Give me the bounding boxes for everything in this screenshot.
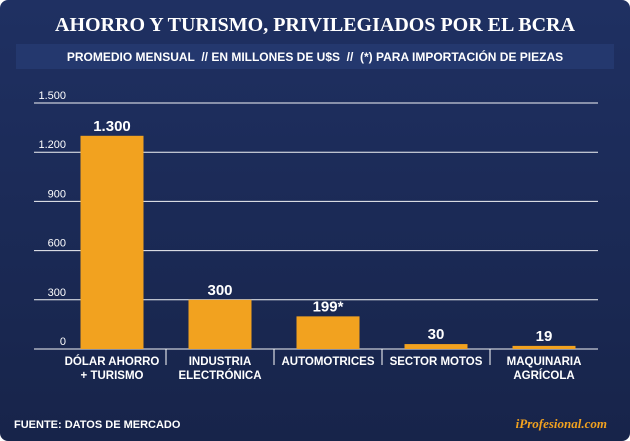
bar bbox=[404, 344, 468, 349]
y-tick-label: 900 bbox=[48, 188, 66, 200]
y-tick-label: 1.500 bbox=[38, 90, 66, 102]
y-tick-label: 0 bbox=[60, 336, 66, 348]
brand-logo: iProfesional.com bbox=[516, 416, 607, 431]
y-tick-label: 600 bbox=[48, 238, 66, 250]
y-tick-label: 1.200 bbox=[38, 139, 66, 151]
category-label: DÓLAR AHORRO bbox=[65, 355, 160, 368]
chart-subtitle: PROMEDIO MENSUAL // EN MILLONES DE U$S /… bbox=[67, 49, 563, 64]
category-label: AUTOMOTRICES bbox=[281, 356, 374, 368]
data-label: 199* bbox=[313, 298, 344, 315]
chart-title: AHORRO Y TURISMO, PRIVILEGIADOS POR EL B… bbox=[55, 14, 575, 36]
data-label: 19 bbox=[536, 328, 553, 345]
category-label: + TURISMO bbox=[81, 370, 144, 382]
category-label: MAQUINARIA bbox=[507, 356, 582, 368]
source-note: FUENTE: DATOS DE MERCADO bbox=[14, 419, 181, 431]
data-label: 1.300 bbox=[93, 118, 131, 135]
category-label: INDUSTRIA bbox=[189, 356, 252, 368]
bar bbox=[512, 345, 576, 349]
subtitle-bar bbox=[16, 44, 614, 69]
y-tick-label: 300 bbox=[48, 287, 66, 299]
category-label: ELECTRÓNICA bbox=[178, 369, 261, 382]
category-label: SECTOR MOTOS bbox=[390, 356, 483, 368]
data-label: 30 bbox=[428, 326, 445, 343]
data-label: 300 bbox=[207, 282, 232, 299]
bar bbox=[80, 135, 144, 349]
category-label: AGRÍCOLA bbox=[513, 369, 574, 382]
bar bbox=[296, 316, 360, 349]
bar bbox=[188, 299, 252, 349]
category-labels: DÓLAR AHORRO + TURISMO INDUSTRIAELECTRÓNIC… bbox=[65, 349, 582, 382]
bars: 1.300 300 199* 30 19 bbox=[80, 118, 576, 349]
